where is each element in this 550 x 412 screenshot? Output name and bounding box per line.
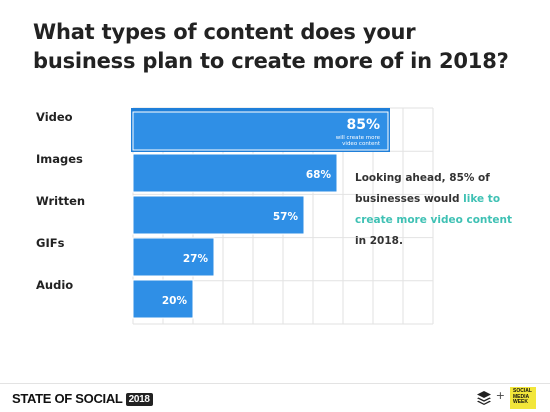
data-label-images: 68% xyxy=(306,169,332,181)
category-label-gifs: GIFs xyxy=(36,236,65,250)
brand-name: STATE OF SOCIAL xyxy=(12,391,123,406)
footer: STATE OF SOCIAL 2018 + SOCIAL MEDIA WEEK xyxy=(0,383,550,412)
chart-title: What types of content does your business… xyxy=(33,18,533,76)
data-label-gifs: 27% xyxy=(183,253,209,265)
caption-text-end: in 2018. xyxy=(355,235,403,247)
category-label-written: Written xyxy=(36,194,85,208)
annotation-line-2: video content xyxy=(342,141,381,147)
caption-text: Looking ahead, 85% of businesses would xyxy=(355,172,490,205)
category-label-images: Images xyxy=(36,152,83,166)
chart-caption: Looking ahead, 85% of businesses would l… xyxy=(355,168,520,252)
annotation-line-1: will create more xyxy=(336,135,381,141)
data-label-video: 85% xyxy=(346,117,380,133)
brand-year: 2018 xyxy=(125,393,153,406)
partner-logos: + SOCIAL MEDIA WEEK xyxy=(458,387,538,409)
brand-logo: STATE OF SOCIAL 2018 xyxy=(12,391,153,406)
title-line-1: What types of content does your xyxy=(33,20,416,44)
bar-images xyxy=(132,153,338,193)
title-line-2: business plan to create more of in 2018? xyxy=(33,49,509,73)
category-label-video: Video xyxy=(36,110,73,124)
bar-written xyxy=(132,195,305,235)
data-label-audio: 20% xyxy=(162,295,188,307)
plus-sign: + xyxy=(495,389,505,402)
social-media-week-logo: SOCIAL MEDIA WEEK xyxy=(510,387,536,409)
category-label-audio: Audio xyxy=(36,278,73,292)
bar-gifs xyxy=(132,237,215,277)
bar-audio xyxy=(132,279,194,319)
bar-video xyxy=(132,111,389,151)
caption-highlight: like to create more video content xyxy=(355,193,513,226)
buffer-icon xyxy=(477,391,491,405)
data-label-written: 57% xyxy=(273,211,299,223)
